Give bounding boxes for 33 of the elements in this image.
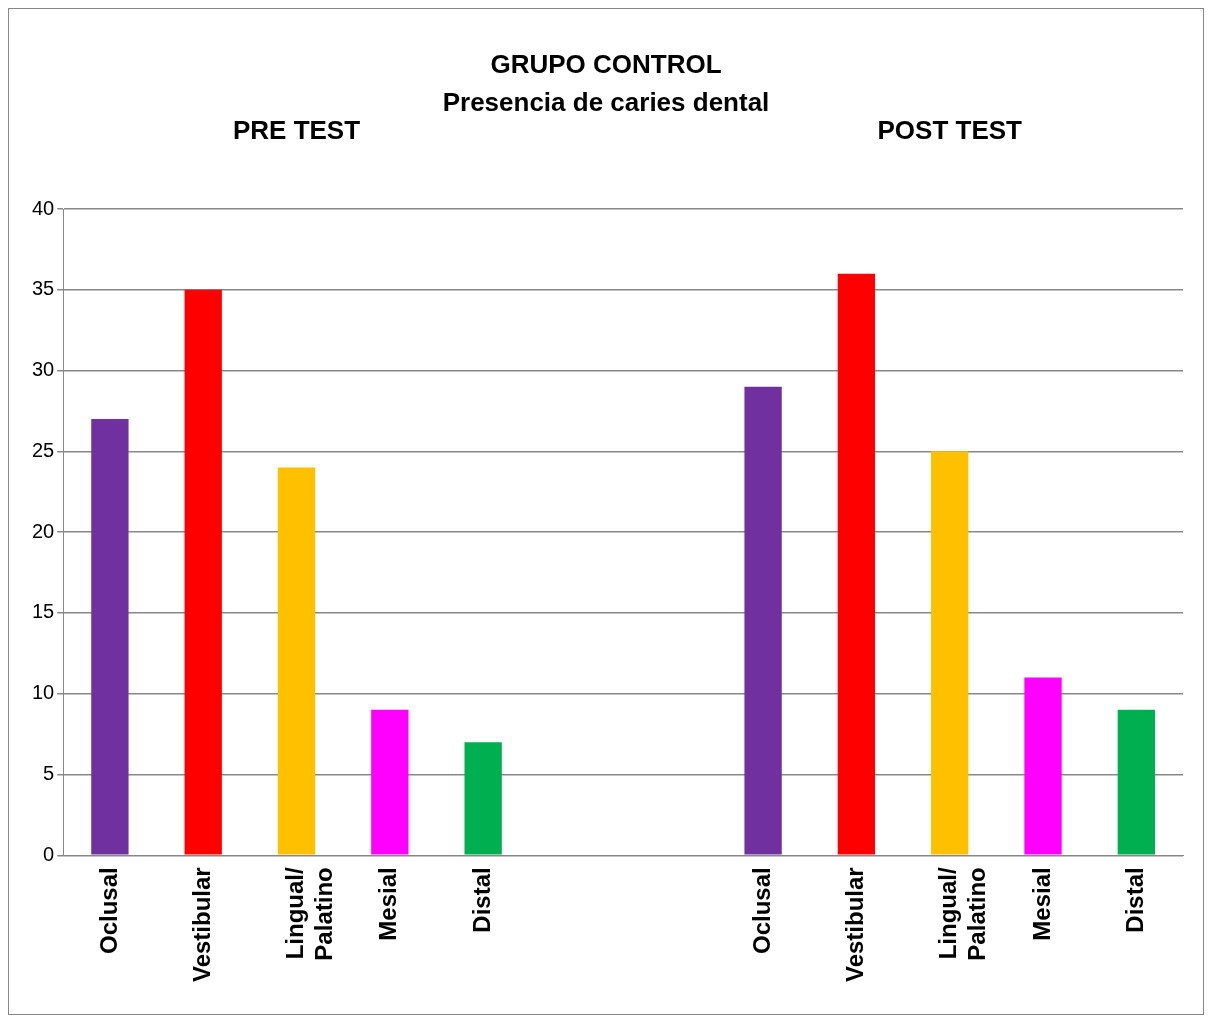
chart-title: GRUPO CONTROL xyxy=(490,49,722,80)
bar xyxy=(837,273,876,855)
bar xyxy=(184,289,222,855)
bar xyxy=(1024,677,1062,855)
x-tick-label: Lingual/ Palatino xyxy=(281,866,337,961)
text: POST TEST xyxy=(877,115,1023,146)
y-tick-label: 5 xyxy=(43,762,55,785)
bar xyxy=(744,386,782,855)
chart-subtitle: Presencia de caries dental xyxy=(442,87,770,118)
x-tick-label: Distal xyxy=(467,867,495,933)
x-tick-label: Oclusal xyxy=(747,867,775,954)
x-tick-label: Vestibular xyxy=(187,867,215,982)
x-tick-label: Vestibular xyxy=(841,867,869,982)
y-tick-label: 10 xyxy=(32,681,55,704)
x-tick-label: Mesial xyxy=(1027,867,1055,941)
bar xyxy=(371,709,409,855)
y-tick-label: 30 xyxy=(32,358,55,381)
bar xyxy=(464,742,502,855)
x-tick-label: Distal xyxy=(1120,867,1148,933)
bar xyxy=(931,451,969,855)
y-tick-label: 15 xyxy=(32,600,55,623)
y-tick-label: 25 xyxy=(32,438,55,461)
text: PRE TEST xyxy=(232,115,361,146)
x-tick-label: Mesial xyxy=(374,867,402,941)
y-tick-label: 40 xyxy=(32,196,55,219)
y-tick-label: 20 xyxy=(32,519,55,542)
bar xyxy=(277,467,316,855)
bar xyxy=(1117,709,1156,855)
x-tick-label: Lingual/ Palatino xyxy=(934,866,991,961)
y-tick-label: 0 xyxy=(43,842,55,865)
bar xyxy=(91,419,129,855)
y-tick-label: 35 xyxy=(32,277,55,300)
x-tick-label: Oclusal xyxy=(94,867,122,954)
